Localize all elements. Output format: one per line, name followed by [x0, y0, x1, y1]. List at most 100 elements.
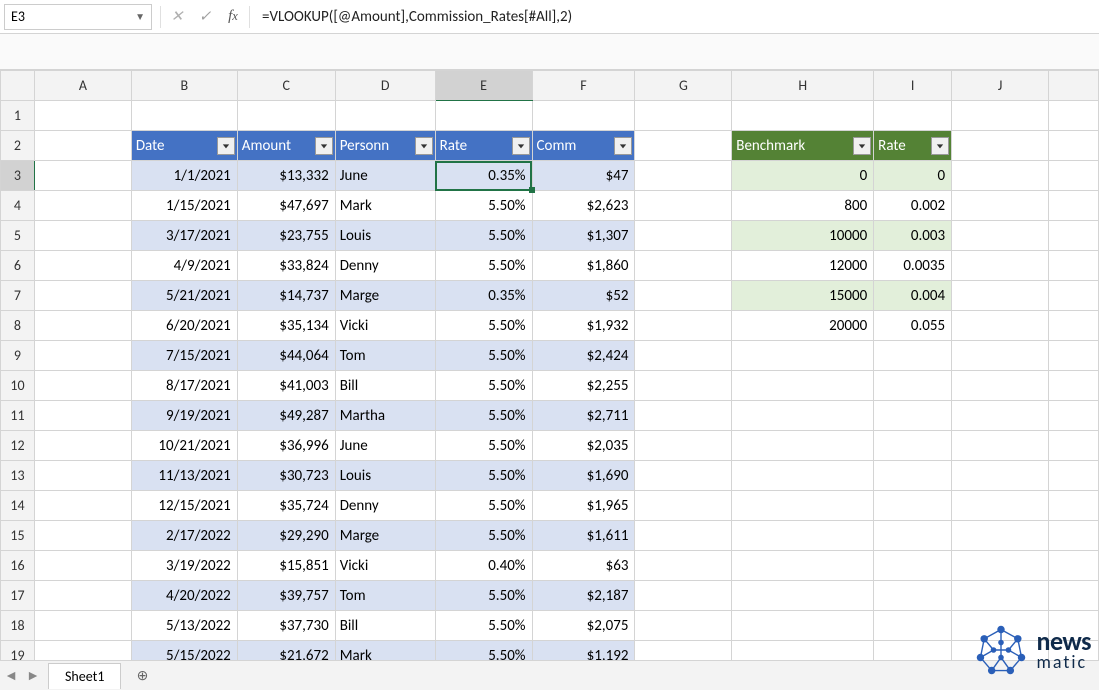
cell[interactable] [34, 581, 131, 611]
cell-comm[interactable]: $52 [532, 281, 635, 311]
cell[interactable] [732, 431, 874, 461]
select-all-corner[interactable] [1, 71, 35, 101]
cell[interactable] [635, 251, 732, 281]
col-header-G[interactable]: G [635, 71, 732, 101]
cell[interactable] [1048, 161, 1098, 191]
cell-amount[interactable]: $49,287 [237, 401, 335, 431]
cell[interactable] [1048, 281, 1098, 311]
cell-comm[interactable]: $2,623 [532, 191, 635, 221]
col-header-I[interactable]: I [874, 71, 952, 101]
cell-benchmark[interactable]: 20000 [732, 311, 874, 341]
cell-comm[interactable]: $47 [532, 161, 635, 191]
cell[interactable] [732, 581, 874, 611]
col-header-blank[interactable] [1048, 71, 1098, 101]
cell-amount[interactable]: $23,755 [237, 221, 335, 251]
add-sheet-icon[interactable]: ⊕ [129, 667, 155, 684]
cell-date[interactable]: 5/21/2021 [131, 281, 237, 311]
row-header[interactable]: 2 [1, 131, 35, 161]
cell-date[interactable]: 4/20/2022 [131, 581, 237, 611]
cell[interactable] [874, 101, 952, 131]
filter-dropdown-icon[interactable] [614, 137, 632, 155]
filter-dropdown-icon[interactable] [931, 137, 949, 155]
cell-amount[interactable]: $39,757 [237, 581, 335, 611]
cell[interactable] [732, 371, 874, 401]
cell-amount[interactable]: $13,332 [237, 161, 335, 191]
cell-date[interactable]: 1/1/2021 [131, 161, 237, 191]
cell[interactable] [952, 221, 1049, 251]
cell-rate[interactable]: 5.50% [435, 191, 532, 221]
cell-rate[interactable]: 5.50% [435, 311, 532, 341]
cell-date[interactable]: 1/15/2021 [131, 191, 237, 221]
cell-rate2[interactable]: 0.055 [874, 311, 952, 341]
row-header[interactable]: 18 [1, 611, 35, 641]
name-box-dropdown-icon[interactable]: ▼ [135, 10, 145, 23]
cell-comm[interactable]: $1,932 [532, 311, 635, 341]
cell-comm[interactable]: $63 [532, 551, 635, 581]
cell[interactable] [952, 161, 1049, 191]
sheet-tab[interactable]: Sheet1 [48, 663, 121, 689]
col-header-F[interactable]: F [532, 71, 635, 101]
cell-person[interactable]: Bill [335, 371, 435, 401]
tab-nav-prev-icon[interactable]: ◄ [0, 667, 22, 684]
cell-amount[interactable]: $29,290 [237, 521, 335, 551]
cell[interactable] [732, 611, 874, 641]
cell-amount[interactable]: $41,003 [237, 371, 335, 401]
cell[interactable] [34, 221, 131, 251]
cell[interactable] [131, 101, 237, 131]
cell[interactable] [635, 521, 732, 551]
cell[interactable] [952, 371, 1049, 401]
cell-date[interactable]: 7/15/2021 [131, 341, 237, 371]
cell[interactable] [952, 191, 1049, 221]
cell-rate[interactable]: 5.50% [435, 401, 532, 431]
cell[interactable] [635, 611, 732, 641]
formula-input[interactable]: =VLOOKUP([@Amount],Commission_Rates[#All… [252, 6, 1099, 28]
cell[interactable] [952, 401, 1049, 431]
cell[interactable] [34, 491, 131, 521]
cell-comm[interactable]: $1,860 [532, 251, 635, 281]
cell-comm[interactable]: $2,255 [532, 371, 635, 401]
cell-comm[interactable]: $2,187 [532, 581, 635, 611]
table-header[interactable]: Rate [874, 131, 952, 161]
cell[interactable] [635, 401, 732, 431]
cell[interactable] [34, 311, 131, 341]
cell[interactable] [874, 551, 952, 581]
cell[interactable] [435, 101, 532, 131]
cell-comm[interactable]: $1,307 [532, 221, 635, 251]
cell-benchmark[interactable]: 800 [732, 191, 874, 221]
cell[interactable] [34, 521, 131, 551]
cell-person[interactable]: Denny [335, 251, 435, 281]
cell[interactable] [1048, 341, 1098, 371]
cell-amount[interactable]: $15,851 [237, 551, 335, 581]
cell[interactable] [874, 491, 952, 521]
cell-comm[interactable]: $2,711 [532, 401, 635, 431]
cell[interactable] [952, 551, 1049, 581]
cell[interactable] [34, 131, 131, 161]
cell-amount[interactable]: $47,697 [237, 191, 335, 221]
row-header[interactable]: 6 [1, 251, 35, 281]
cell[interactable] [874, 371, 952, 401]
cell[interactable] [34, 551, 131, 581]
col-header-C[interactable]: C [237, 71, 335, 101]
cell[interactable] [1048, 221, 1098, 251]
cell[interactable] [34, 251, 131, 281]
cell[interactable] [635, 221, 732, 251]
cell[interactable] [952, 101, 1049, 131]
cell[interactable] [1048, 521, 1098, 551]
cell[interactable] [952, 581, 1049, 611]
cell-rate[interactable]: 5.50% [435, 461, 532, 491]
cell-benchmark[interactable]: 0 [732, 161, 874, 191]
cell[interactable] [732, 401, 874, 431]
cell[interactable] [635, 581, 732, 611]
cell-rate[interactable]: 5.50% [435, 491, 532, 521]
cell[interactable] [635, 341, 732, 371]
cell[interactable] [34, 281, 131, 311]
cell[interactable] [1048, 311, 1098, 341]
cell-person[interactable]: June [335, 161, 435, 191]
cell-person[interactable]: Louis [335, 461, 435, 491]
cell-comm[interactable]: $1,690 [532, 461, 635, 491]
cell[interactable] [732, 101, 874, 131]
cell-rate[interactable]: 0.35% [435, 281, 532, 311]
cell-person[interactable]: Marge [335, 521, 435, 551]
table-header[interactable]: Rate [435, 131, 532, 161]
name-box[interactable]: E3 ▼ [4, 4, 152, 30]
